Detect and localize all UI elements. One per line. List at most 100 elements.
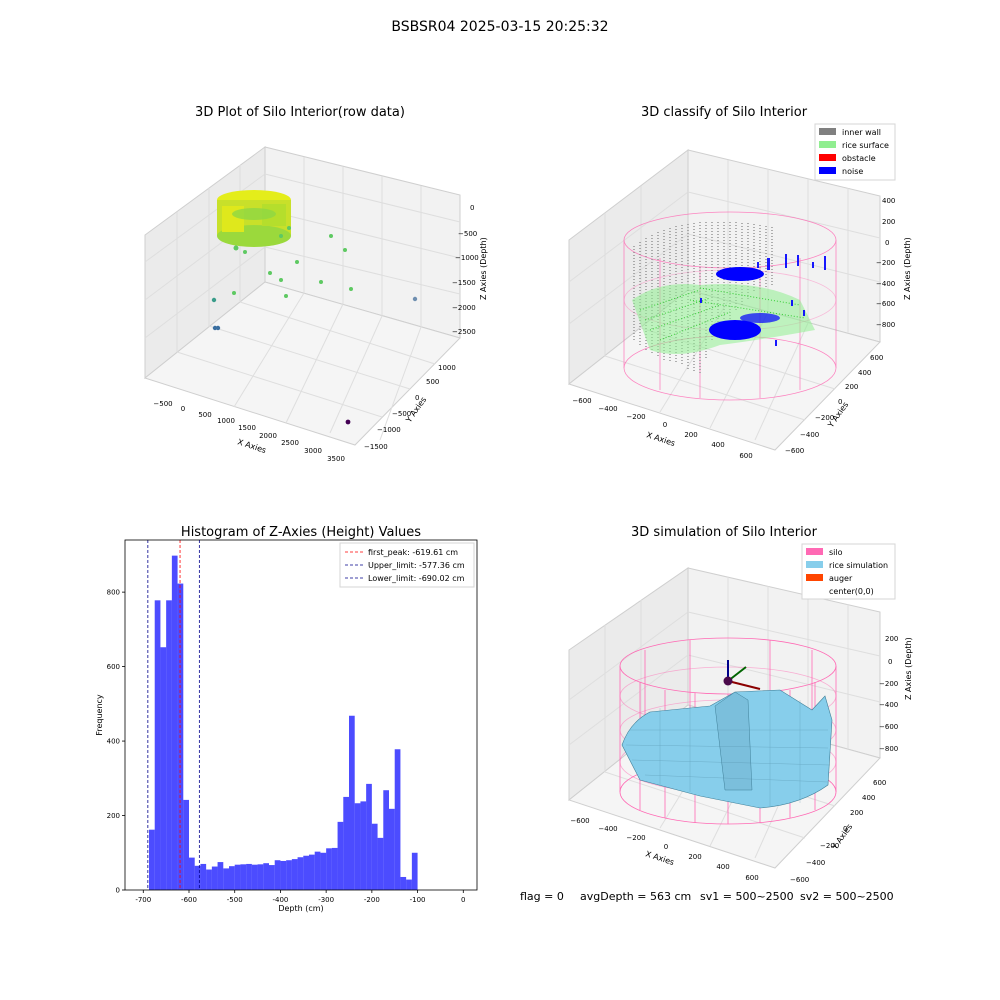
panel-raw-3d: 3D Plot of Silo Interior(row data) [143,105,488,463]
simulation-z-ticks: −800 −600 −400 −200 0 200 [879,635,898,753]
raw-z-tick: −2500 [452,328,476,336]
raw-y-ticks: −1500 −1000 −500 0 500 1000 [364,364,456,451]
legend-rice-surface-label: rice surface [842,141,889,150]
raw-x-tick: 2500 [281,439,299,447]
histogram-y-tick-label: 800 [107,589,120,597]
histogram-reference-lines [147,540,200,890]
simulation-x-tick: 600 [745,874,758,882]
classify-y-tick: −600 [785,447,804,455]
classify-y-tick: 400 [858,369,871,377]
classify-z-tick: −400 [876,280,895,288]
histogram-bar [354,803,361,890]
auger-marker [723,660,761,690]
simulation-x-tick: 200 [688,853,701,861]
histogram-x-tick-label: -700 [135,896,151,904]
histogram-y-tick-label: 600 [107,663,120,671]
panel-classify-title: 3D classify of Silo Interior [641,105,808,120]
classify-z-ticks: −800 −600 −400 −200 0 200 400 [876,197,895,329]
legend-rice-simulation-swatch [806,561,823,568]
legend-first-peak-label: first_peak: -619.61 cm [368,548,458,557]
classify-x-tick: −400 [598,405,617,413]
legend-rice-surface-swatch [819,141,836,148]
histogram-bar [149,829,155,890]
classify-y-ticks: −600 −400 −200 0 200 400 600 [785,354,883,455]
simulation-y-tick: −400 [806,859,825,867]
legend-auger-label: auger [829,574,853,583]
histogram-bar [240,864,247,890]
histogram-y-ticks: 0 200 400 600 800 [107,589,125,895]
raw-y-tick: 1000 [438,364,456,372]
histogram-bar [246,863,252,890]
status-flag: flag = 0 [520,890,564,903]
histogram-bar [343,796,349,890]
simulation-x-tick: −600 [570,817,589,825]
simulation-z-tick: 200 [885,635,898,643]
classify-xlabel: X Axies [645,430,676,448]
raw-z-tick: −1500 [452,279,476,287]
classify-z-tick: −600 [876,300,895,308]
histogram-bar [211,866,218,890]
simulation-z-tick: −800 [879,745,898,753]
classify-y-tick: −200 [815,414,834,422]
classify-x-tick: −600 [572,397,591,405]
simulation-y-tick: 0 [843,825,847,833]
histogram-bar [366,783,372,890]
histogram-x-ticks: -700 -600 -500 -400 -300 -200 -100 0 [135,890,466,904]
histogram-bar [223,868,229,890]
classify-noise [700,254,826,346]
panel-raw-title: 3D Plot of Silo Interior(row data) [195,105,405,120]
legend-inner-wall-label: inner wall [842,128,881,137]
histogram-bar [326,848,332,890]
classify-x-tick: 600 [739,452,752,460]
classify-z-tick: 400 [882,197,895,205]
raw-3d-panes [143,146,461,446]
raw-y-tick: 500 [426,378,439,386]
classify-z-tick: 200 [882,218,895,226]
classify-rice-surface [632,284,815,354]
legend-rice-simulation-label: rice simulation [829,561,888,570]
histogram-title: Histogram of Z-Axies (Height) Values [181,525,421,540]
histogram-x-tick-label: -600 [181,896,197,904]
status-avg-depth: avgDepth = 563 cm [580,890,691,903]
histogram-bar [337,821,344,890]
simulation-y-tick: 200 [850,809,863,817]
histogram-xlabel: Depth (cm) [278,904,323,913]
histogram-bar [160,647,167,890]
simulation-x-tick: −400 [598,825,617,833]
histogram-bar [183,799,189,890]
histogram-bar [171,555,178,890]
classify-z-tick: −200 [876,259,895,267]
simulation-y-tick: 400 [862,794,875,802]
raw-z-tick: −2000 [452,304,476,312]
histogram-bar [400,876,407,890]
legend-upper-limit-label: Upper_limit: -577.36 cm [368,561,465,570]
classify-y-tick: 0 [838,398,842,406]
center-point [723,676,733,686]
raw-z-tick: −500 [458,230,477,238]
histogram-x-tick-label: -400 [272,896,288,904]
raw-y-tick: −500 [392,410,411,418]
histogram-bar [389,808,395,890]
simulation-y-tick: 600 [873,779,886,787]
raw-point-cloud [211,190,418,425]
histogram-frame [124,539,478,891]
legend-obstacle-label: obstacle [842,154,876,163]
panel-histogram: Histogram of Z-Axies (Height) Values -70… [95,525,478,913]
histogram-bar [309,854,315,890]
raw-x-tick: 2000 [259,432,277,440]
histogram-y-tick-label: 0 [116,887,120,895]
histogram-bar [269,865,275,890]
histogram-bar [377,837,384,890]
legend-inner-wall-swatch [819,128,836,135]
panel-simulation-title: 3D simulation of Silo Interior [631,525,818,540]
classify-y-tick: 600 [870,354,883,362]
legend-center-label: center(0,0) [829,587,874,596]
simulation-x-tick: 400 [716,863,729,871]
simulation-zlabel: Z Axies (Depth) [904,637,913,700]
histogram-bar [206,869,212,890]
classify-x-tick: 400 [711,441,724,449]
histogram-bar [200,863,207,890]
classify-zlabel: Z Axies (Depth) [903,237,912,300]
histogram-legend: first_peak: -619.61 cm Upper_limit: -577… [339,542,475,588]
simulation-y-tick: −200 [820,842,839,850]
